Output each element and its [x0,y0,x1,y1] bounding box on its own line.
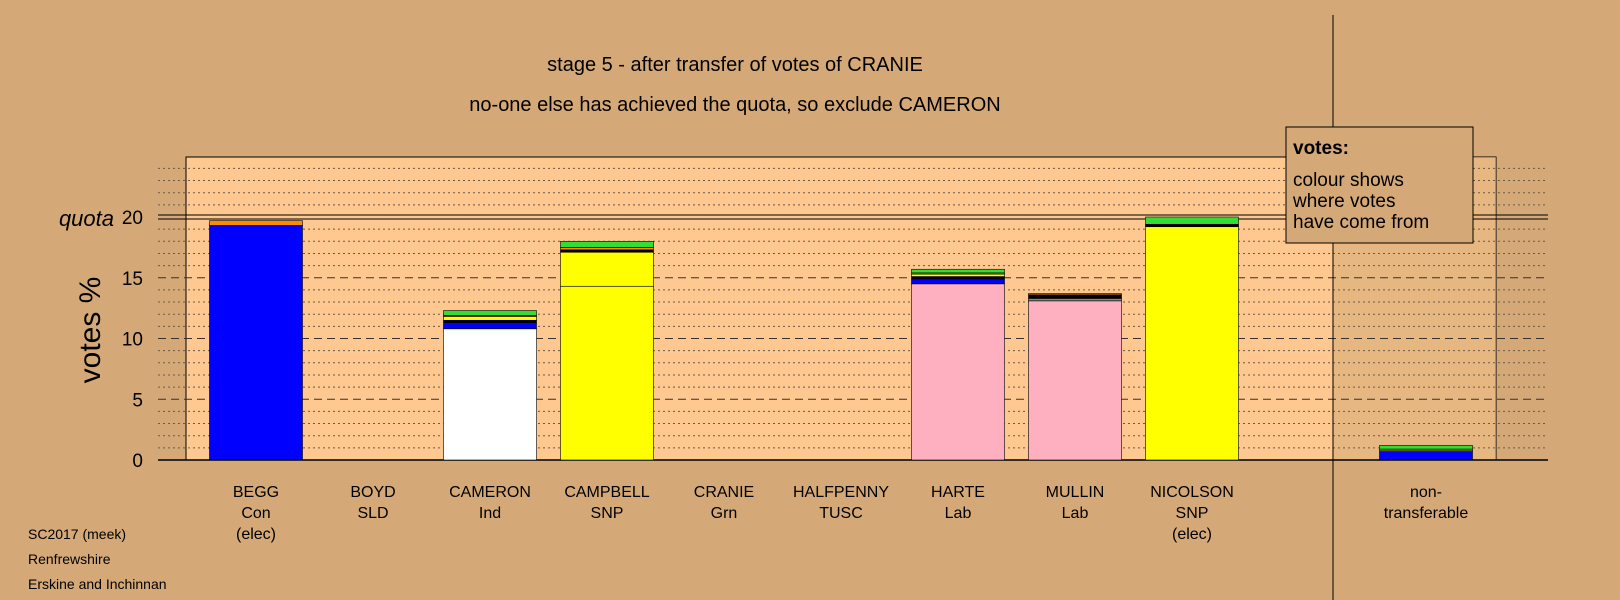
bar-segment [443,310,537,316]
y-axis: 0 5 10 15 20 [122,208,143,472]
candidate-labels: BEGG Con (elec) BOYD SLD CAMERON Ind CAMPBELL SN… [233,484,1468,543]
bar-mullin-stack [1028,293,1122,461]
candidate-party: Ind [479,505,501,522]
bar-segment [443,316,537,321]
bar-begg-stack [209,220,303,461]
candidate-name: BEGG [233,484,279,501]
bar-segment [443,319,537,324]
candidate-party: SNP [1176,505,1209,522]
bar-nicolson-stack [1145,216,1239,461]
candidate-party: SNP [591,505,624,522]
candidate-party: Lab [945,505,972,522]
quota-label: quota [59,206,114,231]
bar-segment [1028,294,1122,299]
nontransferable-label: transferable [1384,505,1469,522]
candidate-party: Con [241,505,270,522]
bar-segment [911,273,1005,277]
legend-line-3: have come from [1293,212,1429,233]
legend-box [1285,126,1474,244]
bar-nontransferable-stack [1379,445,1473,461]
candidate-status: (elec) [236,526,276,543]
bar-segment [1028,300,1122,461]
candidate-name: HALFPENNY [793,484,889,501]
bar-segment [560,249,654,253]
bar-segment [911,278,1005,285]
bar-segment [1379,451,1473,461]
candidate-name: CRANIE [694,484,754,501]
bar-segment [911,268,1005,274]
y-axis-label: votes % [74,277,107,384]
candidate-party: Grn [711,505,738,522]
bar-segment [1379,445,1473,450]
bar-segment [1028,293,1122,296]
bar-segment [443,322,537,330]
plot-area [185,156,1497,461]
bar-segment [1145,223,1239,228]
footer-ward: Erskine and Inchinnan [28,576,167,592]
bar-segment [1145,216,1239,225]
bar-cameron-stack [443,310,537,461]
bar-segment [560,251,654,287]
bar-segment [911,283,1005,461]
candidate-name: CAMPBELL [564,484,649,501]
bars [209,216,1473,461]
y-tick-label: 20 [122,208,143,229]
candidate-name: CAMERON [449,484,531,501]
bar-segment [209,220,303,226]
footer-method: SC2017 (meek) [28,526,126,542]
legend-line-2: where votes [1292,191,1395,212]
chart-title: stage 5 - after transfer of votes of CRA… [547,54,923,76]
y-tick-label: 0 [132,451,143,472]
bar-harte-stack [911,268,1005,461]
y-tick-label: 5 [132,390,143,411]
footer-council: Renfrewshire [28,551,111,567]
candidate-name: BOYD [350,484,395,501]
candidate-name: NICOLSON [1150,484,1234,501]
legend-line-1: colour shows [1293,170,1404,191]
bar-segment [911,276,1005,280]
bar-segment [1145,226,1239,461]
chart-subtitle: no-one else has achieved the quota, so e… [469,94,1000,116]
candidate-party: Lab [1062,505,1089,522]
candidate-party: SLD [357,505,388,522]
candidate-name: MULLIN [1046,484,1105,501]
bar-segment [560,247,654,251]
legend: votes: colour shows where votes have com… [1285,126,1474,244]
bar-segment [443,328,537,461]
legend-title: votes: [1293,138,1349,159]
candidate-status: (elec) [1172,526,1212,543]
candidate-party: TUSC [819,505,863,522]
bar-segment [1028,298,1122,302]
y-tick-label: 10 [122,330,143,351]
bar-segment [209,225,303,461]
bar-segment [560,241,654,248]
y-tick-label: 15 [122,269,143,290]
bar-segment [560,285,654,461]
nontransferable-label: non- [1410,484,1442,501]
bar-campbell-stack [560,241,654,461]
candidate-name: HARTE [931,484,985,501]
